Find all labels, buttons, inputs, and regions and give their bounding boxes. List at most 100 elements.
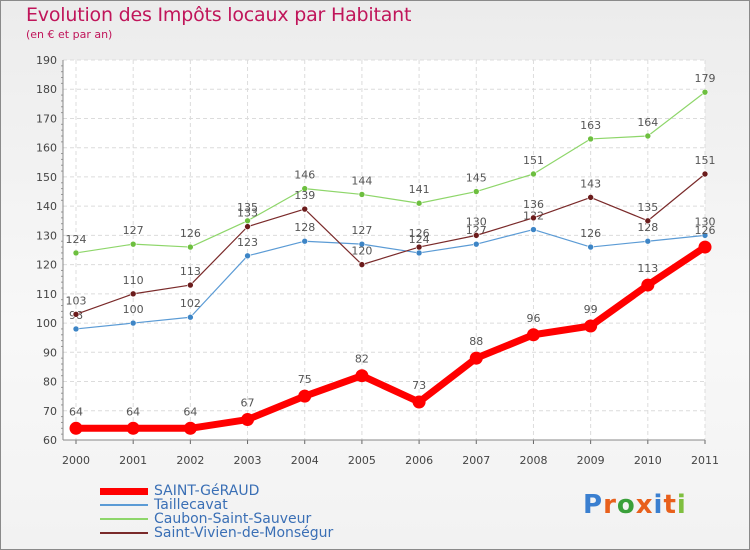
data-point bbox=[72, 249, 80, 257]
data-point bbox=[129, 319, 137, 327]
data-point bbox=[415, 243, 423, 251]
x-tick-label: 2001 bbox=[119, 454, 147, 467]
x-tick-label: 2005 bbox=[348, 454, 376, 467]
data-label: 139 bbox=[294, 189, 315, 202]
data-label: 135 bbox=[237, 201, 258, 214]
data-point bbox=[530, 226, 537, 233]
data-point bbox=[72, 311, 80, 318]
x-tick-label: 2009 bbox=[577, 454, 605, 467]
data-label: 146 bbox=[294, 169, 315, 182]
data-point bbox=[698, 240, 712, 254]
data-point bbox=[126, 421, 140, 435]
y-tick-label: 160 bbox=[36, 142, 57, 155]
logo-letter: x bbox=[635, 490, 654, 520]
data-point bbox=[241, 413, 255, 427]
y-tick-label: 190 bbox=[36, 54, 57, 67]
y-tick-label: 170 bbox=[36, 112, 57, 125]
plot-area bbox=[63, 60, 705, 440]
data-point bbox=[644, 132, 652, 140]
data-label: 143 bbox=[580, 177, 601, 190]
series-line bbox=[75, 173, 706, 315]
data-point bbox=[301, 185, 309, 192]
data-point bbox=[587, 243, 594, 251]
x-tick-label: 2004 bbox=[291, 454, 319, 467]
data-label: 136 bbox=[523, 198, 544, 211]
data-label: 126 bbox=[695, 224, 716, 237]
x-tick-label: 2008 bbox=[519, 454, 547, 467]
data-label: 128 bbox=[294, 221, 315, 234]
data-label: 164 bbox=[637, 116, 658, 129]
data-label: 135 bbox=[637, 201, 658, 214]
data-label: 113 bbox=[180, 265, 201, 278]
legend-label: Taillecavat bbox=[154, 497, 228, 513]
legend-swatch bbox=[100, 518, 148, 520]
data-label: 67 bbox=[241, 397, 255, 410]
data-point bbox=[701, 170, 709, 178]
logo-letter: t bbox=[663, 490, 677, 520]
data-point bbox=[644, 237, 652, 245]
data-label: 145 bbox=[466, 172, 487, 185]
y-tick-label: 180 bbox=[36, 83, 57, 96]
proxiti-logo: Proxiti bbox=[583, 490, 687, 520]
data-point bbox=[472, 232, 480, 239]
data-label: 124 bbox=[409, 233, 430, 246]
y-tick-label: 80 bbox=[43, 376, 57, 389]
data-label: 144 bbox=[351, 174, 372, 187]
data-point bbox=[187, 281, 194, 289]
data-label: 128 bbox=[637, 221, 658, 234]
data-label: 126 bbox=[580, 227, 601, 240]
data-point bbox=[301, 205, 309, 213]
legend-swatch bbox=[100, 487, 148, 495]
data-point bbox=[415, 199, 423, 207]
data-label: 127 bbox=[351, 224, 372, 237]
data-point bbox=[358, 191, 366, 198]
data-point bbox=[358, 261, 366, 268]
data-label: 75 bbox=[298, 373, 312, 386]
data-label: 102 bbox=[180, 297, 201, 310]
y-tick-label: 60 bbox=[43, 434, 57, 447]
data-point bbox=[584, 319, 598, 333]
y-tick-label: 120 bbox=[36, 259, 57, 272]
data-label: 64 bbox=[183, 405, 197, 418]
logo-letter: i bbox=[653, 490, 664, 520]
data-label: 100 bbox=[123, 303, 144, 316]
data-label: 64 bbox=[126, 405, 140, 418]
data-label: 110 bbox=[123, 274, 144, 287]
y-tick-label: 140 bbox=[36, 200, 57, 213]
data-point bbox=[129, 240, 137, 248]
data-label: 130 bbox=[695, 215, 716, 228]
chart-subtitle: (en € et par an) bbox=[26, 28, 113, 41]
data-label: 163 bbox=[580, 119, 601, 132]
data-label: 151 bbox=[523, 154, 544, 167]
data-label: 141 bbox=[409, 183, 430, 196]
data-point bbox=[69, 421, 83, 435]
legend-swatch bbox=[100, 504, 148, 506]
series-line bbox=[75, 91, 706, 254]
data-point bbox=[72, 325, 80, 333]
data-label: 133 bbox=[237, 207, 258, 220]
data-label: 99 bbox=[584, 303, 598, 316]
data-point bbox=[187, 243, 194, 251]
data-label: 127 bbox=[123, 224, 144, 237]
data-label: 123 bbox=[237, 236, 258, 249]
data-point bbox=[415, 249, 423, 257]
legend-swatch bbox=[100, 532, 148, 534]
data-point bbox=[244, 223, 251, 230]
x-tick-label: 2003 bbox=[234, 454, 262, 467]
data-label: 82 bbox=[355, 353, 369, 366]
data-label: 96 bbox=[526, 312, 540, 325]
data-label: 73 bbox=[412, 379, 426, 392]
data-label: 179 bbox=[695, 72, 716, 85]
y-tick-label: 90 bbox=[43, 346, 57, 359]
y-tick-label: 70 bbox=[43, 405, 57, 418]
data-point bbox=[530, 214, 537, 222]
series-line bbox=[75, 228, 706, 330]
x-tick-label: 2007 bbox=[462, 454, 490, 467]
data-point bbox=[587, 194, 594, 201]
data-label: 151 bbox=[695, 154, 716, 167]
data-point bbox=[183, 421, 197, 435]
data-point bbox=[587, 135, 594, 143]
y-tick-label: 110 bbox=[36, 288, 57, 301]
x-tick-label: 2000 bbox=[62, 454, 90, 467]
